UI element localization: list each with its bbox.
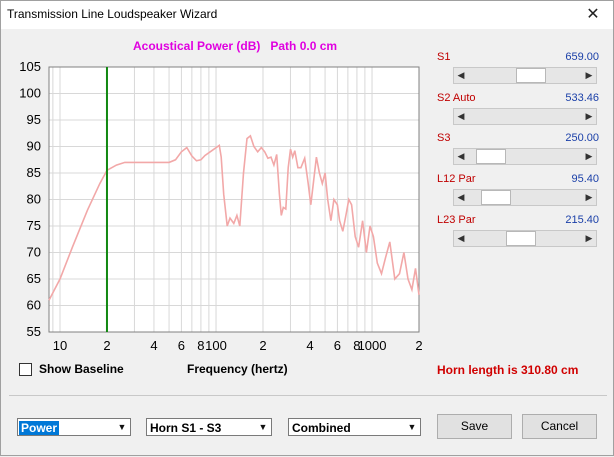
arrow-right-icon[interactable]: ▶ <box>585 111 593 121</box>
arrow-left-icon[interactable]: ◀ <box>457 192 465 202</box>
control-label: L12 Par <box>437 173 476 185</box>
arrow-left-icon[interactable]: ◀ <box>457 111 465 121</box>
arrow-left-icon[interactable]: ◀ <box>457 70 465 80</box>
mode-select[interactable]: Combined ▼ <box>288 418 421 436</box>
y-tick-label: 105 <box>19 59 41 74</box>
arrow-right-icon[interactable]: ▶ <box>585 192 593 202</box>
control-slider[interactable]: ◀ ▶ <box>453 108 597 125</box>
chevron-down-icon: ▼ <box>117 422 127 432</box>
control-slider[interactable]: ◀ ▶ <box>453 67 597 84</box>
control-label: S3 <box>437 132 451 144</box>
x-tick-label: 2 <box>259 338 266 353</box>
arrow-right-icon[interactable]: ▶ <box>585 70 593 80</box>
slider-thumb[interactable] <box>515 68 546 83</box>
arrow-left-icon[interactable]: ◀ <box>457 151 465 161</box>
plot-title: Acoustical Power (dB) Path 0.0 cm <box>133 39 338 53</box>
window-title: Transmission Line Loudspeaker Wizard <box>7 7 218 21</box>
arrow-left-icon[interactable]: ◀ <box>457 233 465 243</box>
separator <box>9 395 607 396</box>
x-tick-label: 2 <box>103 338 110 353</box>
slider-thumb[interactable] <box>476 149 507 164</box>
control-slider[interactable]: ◀ ▶ <box>453 230 597 247</box>
control-slider[interactable]: ◀ ▶ <box>453 189 597 206</box>
y-tick-label: 75 <box>27 218 41 233</box>
y-tick-label: 100 <box>19 86 41 101</box>
y-tick-label: 80 <box>27 192 41 207</box>
control-slider[interactable]: ◀ ▶ <box>453 148 597 165</box>
x-tick-label: 4 <box>150 338 157 353</box>
x-tick-label: 100 <box>205 338 227 353</box>
series-line <box>48 134 420 301</box>
control-value: 250.00 <box>565 132 599 144</box>
x-tick-label: 10 <box>53 338 67 353</box>
arrow-right-icon[interactable]: ▶ <box>585 151 593 161</box>
show-baseline-label[interactable]: Show Baseline <box>39 362 124 376</box>
chevron-down-icon: ▼ <box>258 422 268 432</box>
y-tick-label: 60 <box>27 298 41 313</box>
control-value: 95.40 <box>571 173 599 185</box>
close-icon[interactable]: ✕ <box>586 6 600 23</box>
y-tick-label: 65 <box>27 271 41 286</box>
control-label: S2 Auto <box>437 92 476 104</box>
slider-thumb[interactable] <box>505 231 536 246</box>
x-tick-label: 6 <box>178 338 185 353</box>
chevron-down-icon: ▼ <box>407 422 417 432</box>
show-baseline-checkbox[interactable] <box>19 363 32 376</box>
mode-value: Combined <box>292 421 351 435</box>
plot-type-select[interactable]: Power ▼ <box>17 418 131 436</box>
slider-thumb[interactable] <box>481 190 512 205</box>
title-bar: Transmission Line Loudspeaker Wizard ✕ <box>1 1 613 29</box>
x-tick-label: 6 <box>334 338 341 353</box>
horn-section-value: Horn S1 - S3 <box>150 421 222 435</box>
x-tick-label: 2 <box>415 338 422 353</box>
y-tick-label: 55 <box>27 324 41 339</box>
control-label: S1 <box>437 51 451 63</box>
x-tick-label: 8 <box>353 338 360 353</box>
y-tick-label: 95 <box>27 112 41 127</box>
control-value: 533.46 <box>565 92 599 104</box>
arrow-right-icon[interactable]: ▶ <box>585 233 593 243</box>
control-value: 659.00 <box>565 51 599 63</box>
frequency-axis-label: Frequency (hertz) <box>187 362 288 376</box>
y-tick-label: 85 <box>27 165 41 180</box>
horn-section-select[interactable]: Horn S1 - S3 ▼ <box>146 418 272 436</box>
y-tick-label: 70 <box>27 245 41 260</box>
y-tick-label: 90 <box>27 139 41 154</box>
horn-length-text: Horn length is 310.80 cm <box>437 363 579 377</box>
x-tick-label: 8 <box>197 338 204 353</box>
x-tick-label: 1000 <box>358 338 387 353</box>
control-value: 215.40 <box>565 214 599 226</box>
cancel-button[interactable]: Cancel <box>522 414 597 439</box>
control-label: L23 Par <box>437 214 476 226</box>
x-tick-label: 4 <box>306 338 313 353</box>
save-button[interactable]: Save <box>437 414 512 439</box>
plot-type-value: Power <box>19 421 60 435</box>
